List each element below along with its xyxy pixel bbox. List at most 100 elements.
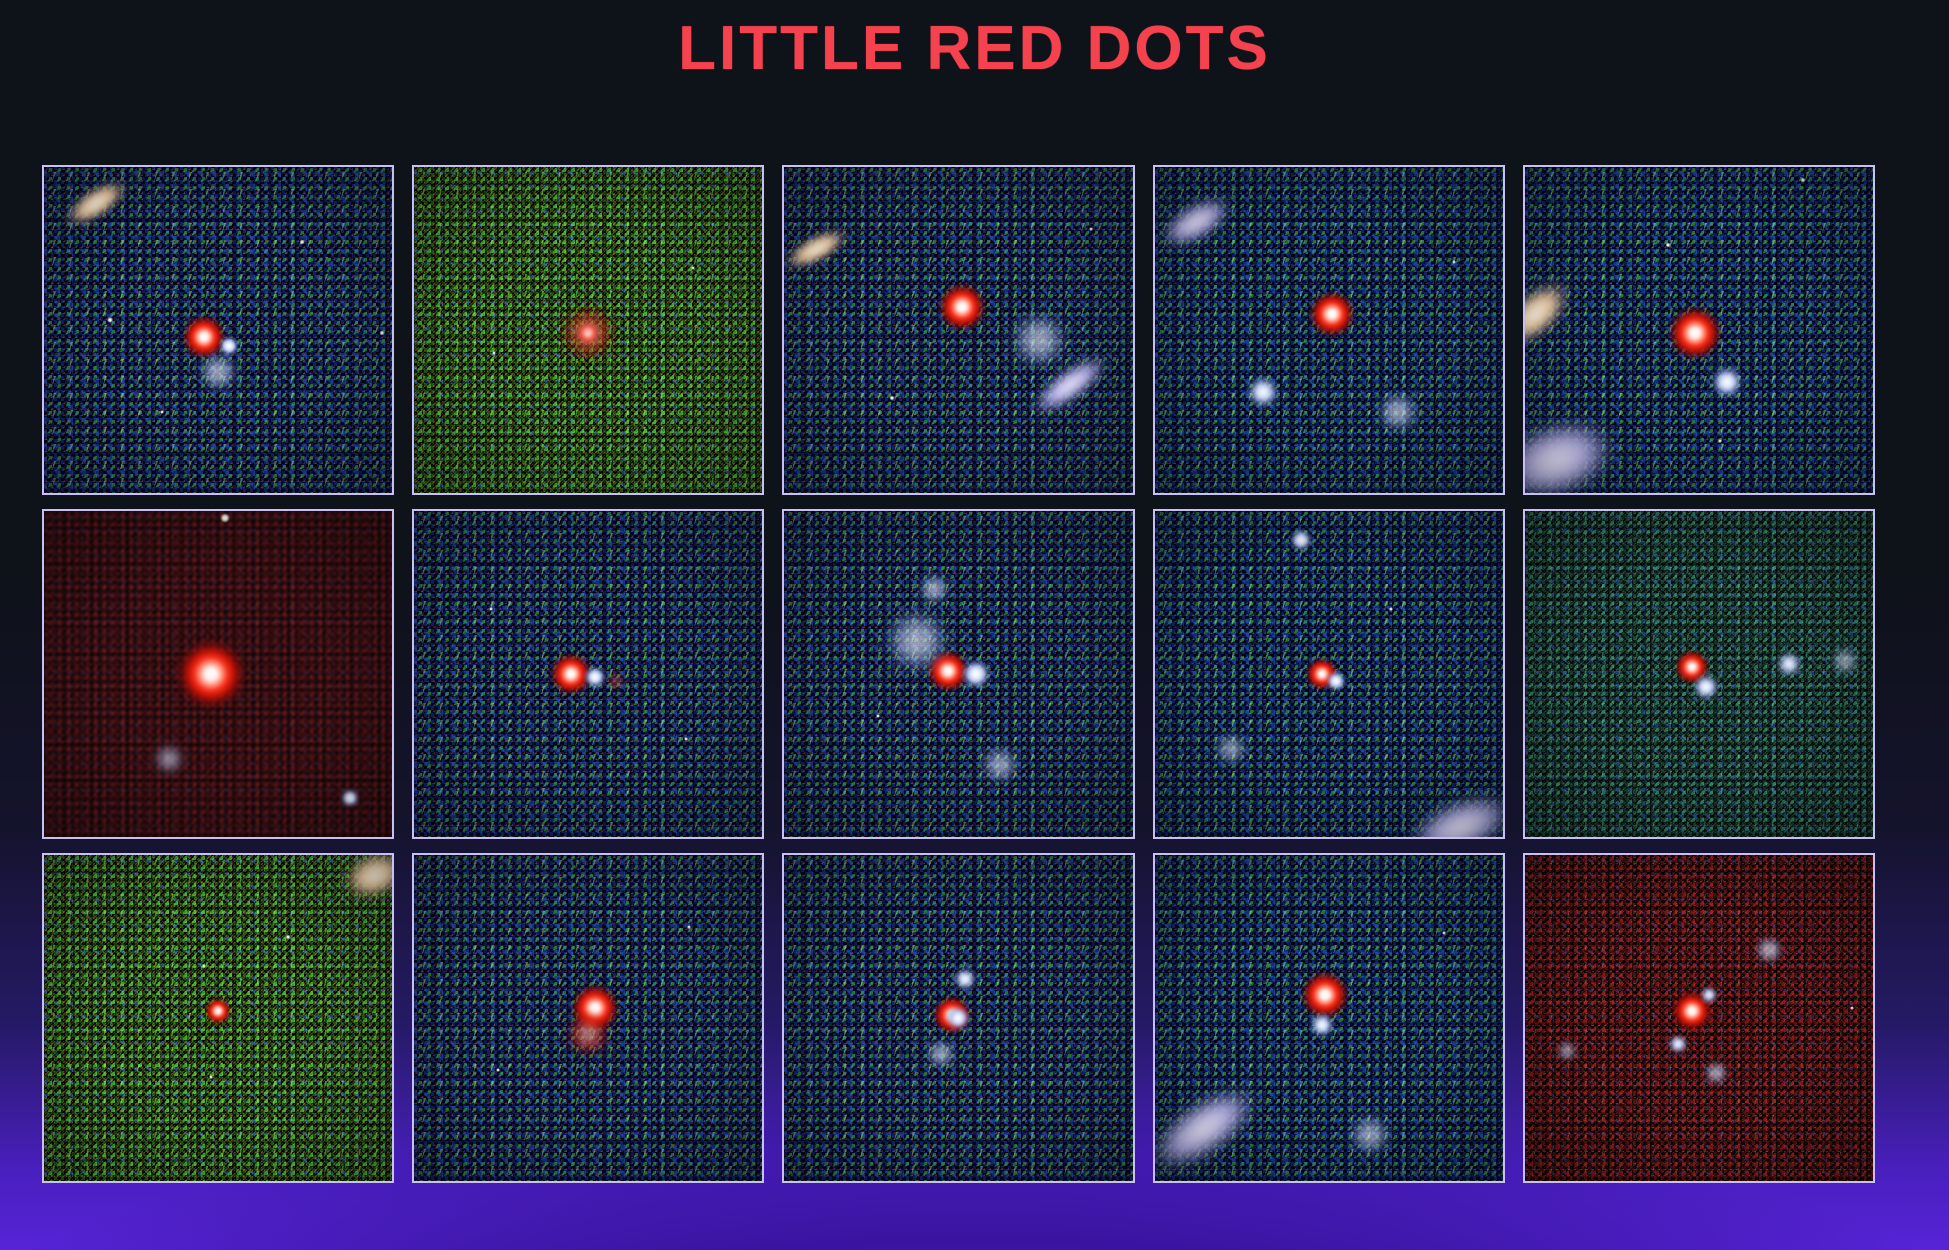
background-source	[1830, 645, 1861, 676]
background-source	[1324, 669, 1347, 692]
page-title: LITTLE RED DOTS	[678, 14, 1271, 83]
background-source	[581, 673, 652, 689]
sky-cutout-tile[interactable]	[412, 509, 765, 839]
detector-noise-layer	[1154, 855, 1503, 1181]
little-red-dot-source	[1308, 289, 1357, 338]
sky-cutout-tile[interactable]	[1152, 853, 1505, 1183]
detector-noise-layer	[414, 167, 763, 493]
background-source	[1214, 731, 1249, 766]
background-source	[299, 239, 305, 245]
background-source	[953, 966, 978, 991]
little-red-dot-source	[1304, 657, 1339, 691]
detector-noise-layer	[44, 511, 393, 837]
sky-cutout-tile[interactable]	[42, 165, 395, 495]
detector-noise-layer	[1524, 511, 1873, 837]
sky-cutout-tile[interactable]	[1522, 165, 1875, 495]
little-red-dot-source	[1667, 305, 1724, 362]
background-source	[566, 1012, 611, 1057]
background-source	[784, 217, 857, 280]
background-source	[561, 306, 616, 361]
background-source	[881, 606, 952, 677]
background-source	[1008, 309, 1069, 370]
background-source	[1394, 777, 1503, 837]
detector-noise-layer	[414, 511, 763, 837]
background-source	[1154, 184, 1243, 261]
detector-noise-layer	[414, 511, 763, 837]
detector-noise-layer	[44, 511, 393, 837]
sky-cutout-tile[interactable]	[1152, 165, 1505, 495]
detector-noise-layer	[784, 167, 1133, 493]
detector-noise-layer	[414, 855, 763, 1181]
background-source	[1308, 1011, 1335, 1038]
background-source	[876, 714, 881, 719]
background-source	[1245, 374, 1280, 409]
detector-noise-layer	[784, 855, 1133, 1181]
background-source	[285, 934, 291, 939]
background-source	[1753, 934, 1784, 965]
background-source	[1389, 606, 1394, 611]
detector-noise-layer	[414, 167, 763, 493]
sky-cutout-tile[interactable]	[42, 853, 395, 1183]
sky-cutout-tile[interactable]	[412, 853, 765, 1183]
sky-cutout-tile[interactable]	[782, 509, 1135, 839]
background-source	[217, 335, 240, 358]
little-red-dot-source	[926, 648, 971, 693]
detector-noise-layer	[44, 167, 393, 493]
little-red-dot-source	[204, 997, 233, 1026]
background-source	[488, 606, 493, 611]
background-source	[917, 572, 952, 607]
background-source	[1524, 401, 1631, 493]
detector-noise-layer	[1154, 511, 1503, 837]
background-source	[340, 787, 361, 808]
image-grid	[42, 165, 1875, 1183]
detector-noise-layer	[784, 855, 1133, 1181]
detector-noise-layer	[1154, 167, 1503, 493]
detector-noise-layer	[1524, 855, 1873, 1181]
background-source	[1021, 343, 1119, 427]
background-source	[379, 330, 385, 336]
background-source	[1691, 673, 1720, 702]
little-red-dot-source	[936, 282, 987, 333]
background-source	[1288, 528, 1313, 553]
background-source	[220, 512, 231, 523]
detector-noise-layer	[784, 855, 1133, 1181]
background-source	[1665, 242, 1671, 248]
detector-noise-layer	[414, 855, 763, 1181]
little-red-dot-source	[1300, 970, 1351, 1021]
detector-noise-layer	[784, 167, 1133, 493]
little-red-dot-source	[1673, 649, 1710, 686]
background-source	[583, 665, 608, 690]
sky-cutout-tile[interactable]	[42, 509, 395, 839]
background-source	[107, 317, 114, 324]
background-source	[492, 350, 497, 355]
background-source	[1709, 365, 1744, 400]
detector-noise-layer	[1524, 855, 1873, 1181]
background-source	[160, 409, 165, 414]
background-source	[1524, 265, 1586, 363]
background-source	[495, 1068, 500, 1073]
background-source	[1555, 1039, 1578, 1062]
sky-cutout-tile[interactable]	[1152, 509, 1505, 839]
detector-noise-layer	[44, 167, 393, 493]
background-source	[687, 924, 692, 929]
detector-noise-layer	[1154, 167, 1503, 493]
background-source	[209, 1074, 214, 1079]
sky-cutout-tile[interactable]	[1522, 853, 1875, 1183]
background-source	[980, 745, 1021, 786]
sky-cutout-tile[interactable]	[412, 165, 765, 495]
sky-cutout-tile[interactable]	[782, 165, 1135, 495]
detector-noise-layer	[784, 511, 1133, 837]
detector-noise-layer	[414, 855, 763, 1181]
background-source	[690, 266, 695, 271]
background-source	[945, 1005, 972, 1031]
background-source	[1154, 1067, 1275, 1181]
detector-noise-layer	[44, 167, 393, 493]
sky-cutout-tile[interactable]	[1522, 509, 1875, 839]
sky-cutout-tile[interactable]	[782, 853, 1135, 1183]
background-source	[1441, 931, 1446, 936]
background-source	[202, 963, 207, 968]
background-source	[1700, 986, 1719, 1005]
background-source	[1776, 651, 1803, 678]
background-source	[1376, 389, 1421, 434]
